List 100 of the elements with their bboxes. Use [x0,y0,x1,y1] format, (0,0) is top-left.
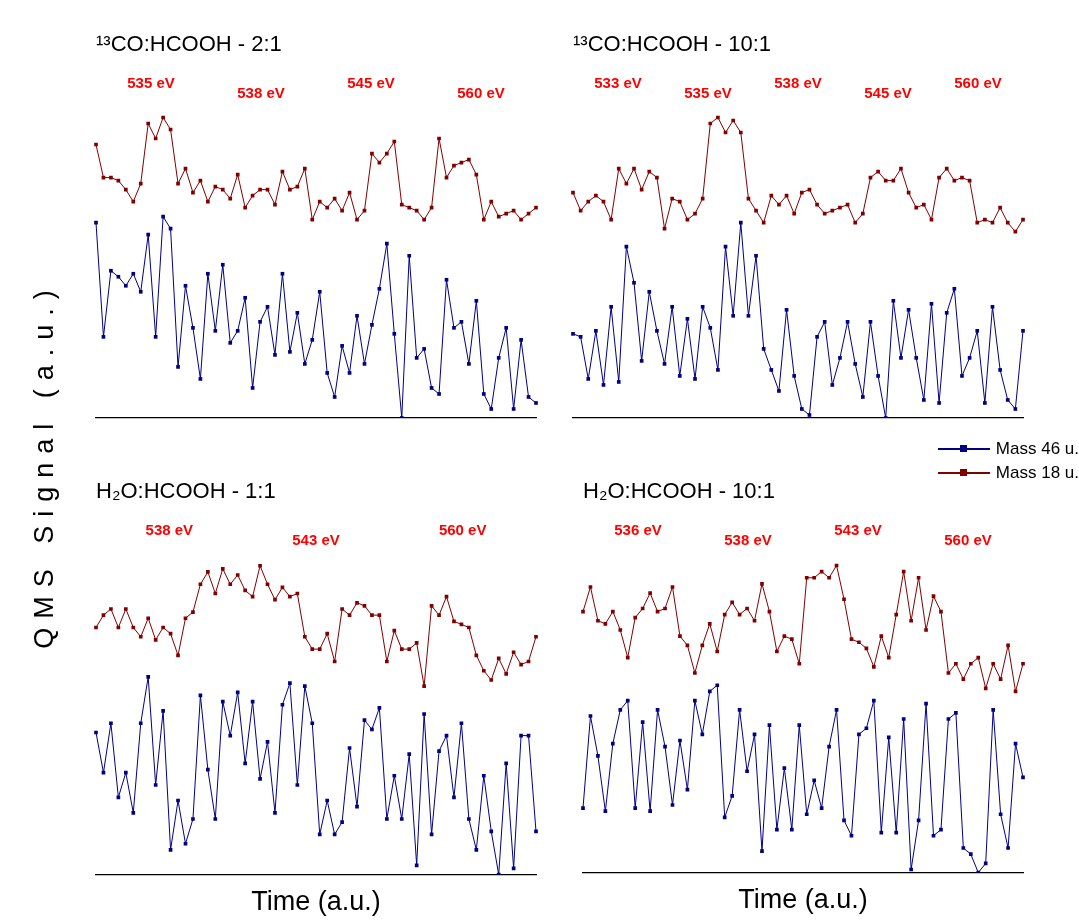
point [176,653,180,658]
point [655,329,659,333]
point [414,863,419,868]
point [830,383,835,387]
point [392,332,397,336]
point [760,849,764,853]
point [812,575,817,580]
point [243,295,247,300]
text: 535 eV [684,84,732,102]
point [707,621,712,626]
point [596,618,600,623]
point [616,380,621,384]
point [452,619,456,624]
point [647,289,652,294]
point [176,365,180,369]
point [258,777,262,781]
text: 538 eV [237,84,285,102]
point [857,640,861,645]
point [481,668,486,673]
point [991,707,996,712]
text: 545 eV [864,84,912,102]
point [422,347,426,351]
text: 543 eV [292,531,340,549]
point [437,613,441,617]
legend-label: Mass 18 u. [995,463,1079,483]
point [924,701,928,706]
point [954,661,958,666]
point [123,770,128,775]
point [191,326,195,330]
point [422,712,426,716]
point [310,721,315,726]
point [414,641,419,645]
text: 545 eV [347,74,395,92]
point [146,616,151,621]
point [731,313,736,318]
text: 560 eV [944,531,992,549]
point [632,280,636,285]
point [288,350,292,354]
point [924,628,928,632]
point [799,407,804,411]
point [258,563,262,568]
point [534,401,538,405]
point [860,395,865,399]
point [677,374,682,378]
point [407,752,412,756]
point [609,304,613,309]
legend-label: Mass 46 u. [995,439,1079,459]
point [504,672,509,676]
point [220,262,225,267]
point [340,344,344,348]
point [1006,846,1010,850]
point [983,686,988,691]
point [123,283,128,288]
point [302,634,307,639]
point [663,744,667,749]
point [827,744,831,749]
point [633,615,638,620]
point [467,817,471,821]
point [909,618,913,623]
point [975,329,980,333]
point [138,634,143,639]
point [838,356,842,360]
point [191,817,195,821]
point [571,332,575,336]
point [325,631,330,636]
point [792,374,797,378]
point [123,607,128,611]
point [310,647,315,651]
point [722,815,727,820]
point [760,582,764,586]
point [730,793,734,798]
point [872,664,876,669]
point [325,371,330,375]
point [452,326,456,330]
point [310,338,315,342]
point [815,335,819,339]
point [983,401,987,405]
point [355,600,359,605]
text: 535 eV [127,74,175,92]
chart-title: ¹³CO:HCOOH - 10:1 [573,31,772,57]
point [678,634,682,638]
point [213,817,218,821]
point [355,313,359,318]
point [777,389,781,393]
point [901,717,906,721]
point [1006,643,1010,648]
text: 560 eV [457,84,505,102]
text: 538 eV [724,531,772,549]
point [700,643,705,648]
text: 560 eV [438,521,487,539]
point [273,810,277,815]
point [1021,329,1025,333]
point [968,661,973,666]
point [804,812,809,817]
point [745,769,749,774]
point [489,678,494,682]
point [467,362,471,366]
point [804,575,809,580]
point [131,810,136,815]
text: 560 eV [954,74,1002,92]
